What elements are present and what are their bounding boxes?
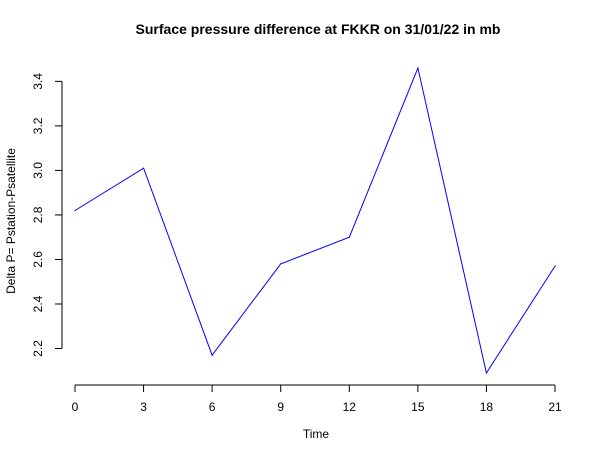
x-tick-label: 6 (209, 400, 216, 414)
data-point (417, 67, 419, 69)
y-axis: 2.2 2.4 2.6 2.8 3.0 3.2 3.4 (31, 73, 63, 357)
data-point (280, 263, 282, 265)
data-point (142, 167, 145, 169)
data-point (211, 354, 213, 356)
y-tick-label: 2.8 (31, 206, 45, 223)
y-tick-label: 3.2 (31, 117, 45, 134)
y-tick-label: 3.4 (31, 73, 45, 90)
x-tick-label: 0 (72, 400, 79, 414)
y-tick-label: 2.6 (31, 251, 45, 268)
data-point (74, 209, 76, 212)
y-tick-label: 2.2 (31, 340, 45, 357)
x-tick-label: 3 (140, 400, 147, 414)
chart-title: Surface pressure difference at FKKR on 3… (136, 21, 501, 37)
series-layer (74, 66, 556, 375)
x-axis-label: Time (303, 427, 330, 441)
y-axis-label: Delta P= Pstation-Psatellite (4, 148, 18, 294)
data-point (485, 372, 488, 374)
data-point (554, 265, 556, 267)
x-tick-label: 21 (548, 400, 562, 414)
x-tick-label: 18 (480, 400, 494, 414)
x-tick-label: 12 (343, 400, 357, 414)
x-tick-label: 9 (277, 400, 284, 414)
y-tick-label: 2.4 (31, 295, 45, 312)
x-tick-label: 15 (411, 400, 425, 414)
x-axis: 0 3 6 9 12 15 18 21 (72, 384, 562, 414)
series-line (74, 66, 556, 375)
data-point (348, 236, 350, 238)
y-tick-label: 3.0 (31, 162, 45, 179)
